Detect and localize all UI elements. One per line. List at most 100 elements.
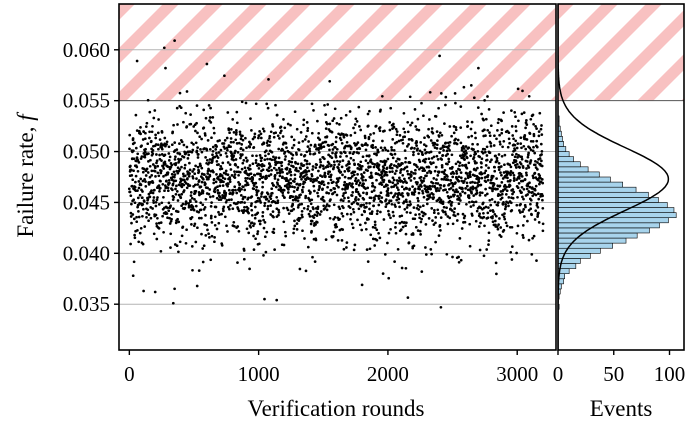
data-point [438, 196, 441, 200]
data-point [348, 162, 351, 166]
data-point [492, 144, 496, 147]
data-point [167, 179, 171, 182]
data-point [193, 198, 196, 201]
data-point [381, 272, 385, 275]
data-point [282, 243, 286, 247]
data-point [316, 119, 319, 123]
data-point [159, 221, 163, 224]
data-point [358, 194, 362, 198]
data-point [380, 171, 384, 175]
data-point [394, 205, 397, 208]
data-point [462, 147, 466, 150]
data-point [238, 182, 242, 186]
data-point [511, 171, 515, 175]
data-point [274, 131, 278, 135]
data-point [234, 133, 238, 136]
data-point [497, 161, 501, 165]
data-point [406, 169, 409, 173]
data-point [471, 142, 474, 146]
data-point [518, 211, 522, 214]
data-point [462, 85, 466, 89]
data-point [540, 124, 543, 127]
data-point [168, 222, 172, 225]
data-point [322, 145, 326, 149]
data-point [330, 130, 334, 134]
data-point [457, 202, 461, 206]
data-point [384, 205, 388, 209]
data-point [268, 136, 271, 140]
data-point [514, 115, 517, 119]
data-point [263, 204, 266, 208]
data-point [269, 173, 273, 176]
data-point [220, 212, 223, 216]
data-point [150, 174, 154, 177]
data-point [393, 172, 397, 175]
data-point [304, 135, 308, 138]
data-point [297, 169, 300, 173]
data-point [321, 180, 325, 184]
data-point [152, 116, 156, 120]
data-point [300, 213, 304, 217]
data-point [503, 183, 507, 187]
data-point [239, 137, 243, 141]
data-point [519, 202, 522, 206]
data-point [390, 202, 394, 206]
data-point [173, 175, 176, 179]
data-point [202, 244, 206, 248]
data-point [206, 186, 209, 190]
data-point [215, 151, 218, 155]
data-point [521, 166, 525, 169]
data-point [525, 138, 529, 141]
hatch-stripe [330, 4, 443, 101]
data-point [441, 202, 445, 206]
data-point [209, 106, 212, 110]
data-point [191, 148, 195, 152]
data-point [474, 168, 478, 172]
data-point [371, 184, 375, 188]
data-point [435, 143, 439, 147]
data-point [143, 225, 147, 228]
data-point [196, 226, 199, 230]
data-point [378, 126, 382, 129]
data-point [539, 142, 543, 146]
data-point [479, 221, 482, 225]
hatch-stripe [198, 4, 311, 101]
data-point [498, 140, 502, 144]
data-point [419, 220, 423, 224]
data-point [176, 166, 180, 170]
data-point [456, 212, 460, 216]
data-point [322, 204, 326, 208]
data-point [282, 118, 285, 121]
data-point [204, 197, 208, 201]
data-point [139, 183, 143, 187]
data-point [444, 188, 447, 192]
histogram-bar [558, 237, 627, 244]
data-point [503, 217, 507, 221]
data-point [263, 201, 267, 205]
data-point [472, 156, 476, 159]
data-point [218, 184, 222, 188]
x-tick-label: 2000 [367, 362, 409, 386]
data-point [148, 175, 152, 179]
data-point [387, 192, 390, 195]
data-point [530, 253, 534, 256]
data-point [229, 191, 232, 195]
data-point [192, 143, 195, 146]
data-point [434, 221, 437, 225]
data-point [252, 146, 256, 149]
data-point [237, 141, 241, 145]
data-point [367, 217, 370, 221]
data-point [436, 208, 440, 212]
data-point [380, 94, 384, 98]
data-point [165, 179, 168, 183]
data-point [449, 195, 453, 199]
data-point [429, 162, 433, 166]
data-point-outlier [439, 305, 443, 309]
data-point [488, 151, 492, 155]
data-point [191, 176, 195, 180]
data-point [239, 194, 243, 197]
data-point [513, 143, 517, 147]
data-point [229, 140, 233, 144]
data-point [307, 140, 310, 143]
